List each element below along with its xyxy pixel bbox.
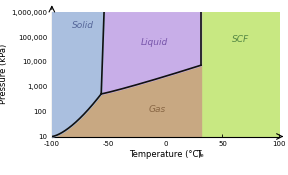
X-axis label: Temperature (°C): Temperature (°C) bbox=[129, 150, 202, 159]
Text: Liquid: Liquid bbox=[141, 38, 168, 47]
Text: Tₑ: Tₑ bbox=[197, 150, 205, 159]
Text: Solid: Solid bbox=[72, 21, 94, 30]
Text: Gas: Gas bbox=[149, 105, 166, 114]
Y-axis label: Pressure (kPa): Pressure (kPa) bbox=[0, 44, 8, 104]
Text: SCF: SCF bbox=[232, 35, 249, 44]
